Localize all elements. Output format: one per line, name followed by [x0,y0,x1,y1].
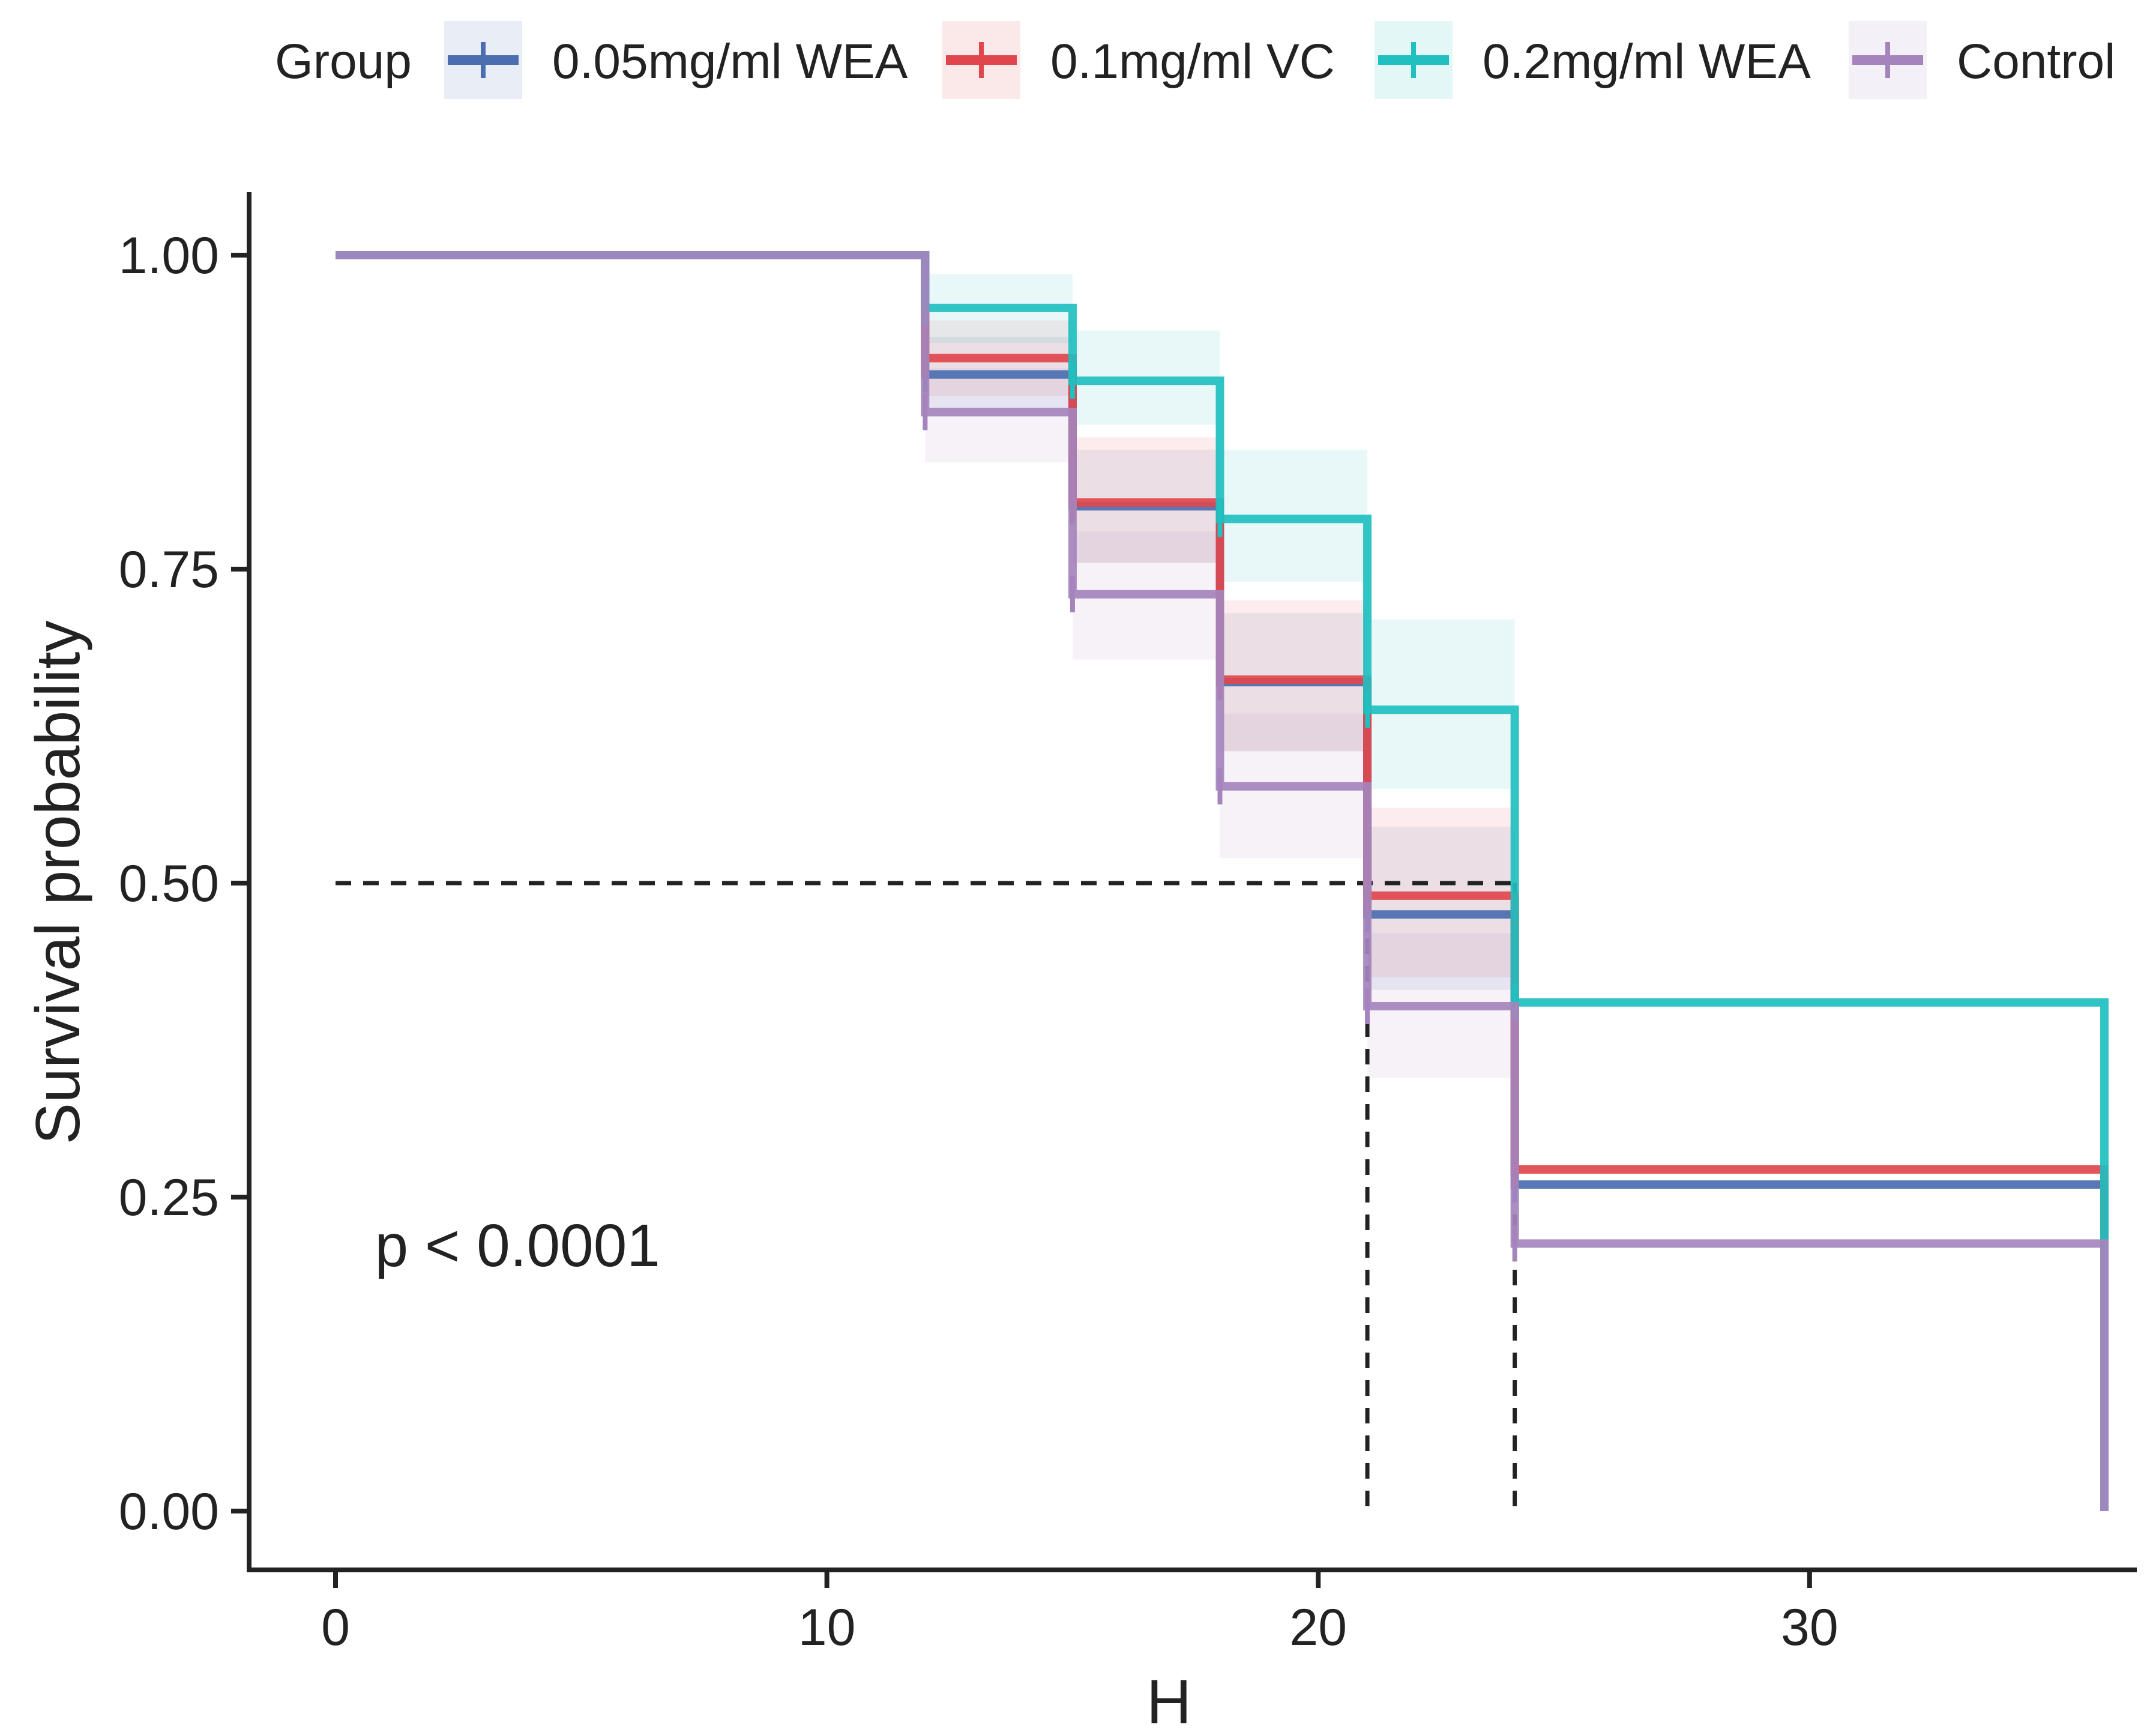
x-tick-label: 20 [1289,1599,1347,1656]
legend-entry-0-1mg-ml-vc: 0.1mg/ml VC [1050,34,1335,89]
legend-entry-control: Control [1957,34,2115,89]
y-axis-title: Survival probability [23,621,93,1145]
x-tick-label: 30 [1781,1599,1838,1656]
y-tick-label: 1.00 [119,227,219,285]
legend-entry-0-2mg-ml-wea: 0.2mg/ml WEA [1483,34,1811,89]
y-tick-label: 0.00 [119,1483,219,1540]
survival-curves [336,251,2109,1511]
x-axis-title: H [1146,1667,1191,1729]
ci-band-0-2mg-ml-wea [1367,619,1515,789]
legend-entry-0-05mg-ml-wea: 0.05mg/ml WEA [552,34,908,89]
p-value-annotation: p < 0.0001 [375,1212,660,1279]
axes: 0.00 0.25 0.50 0.75 1.00 0 10 20 30 [119,192,2137,1656]
legend: Group 0.05mg/ml WEA 0.1mg/ml VC 0.2mg/ml WE… [275,21,2115,99]
y-tick-label: 0.75 [119,541,219,599]
legend-title: Group [275,34,412,89]
x-tick-label: 10 [798,1599,856,1656]
y-tick-label: 0.50 [119,855,219,913]
median-reference-lines [336,881,1517,1511]
y-tick-label: 0.25 [119,1169,219,1227]
x-tick-label: 0 [321,1599,350,1656]
ci-band-0-05mg-ml-wea [1367,826,1515,990]
